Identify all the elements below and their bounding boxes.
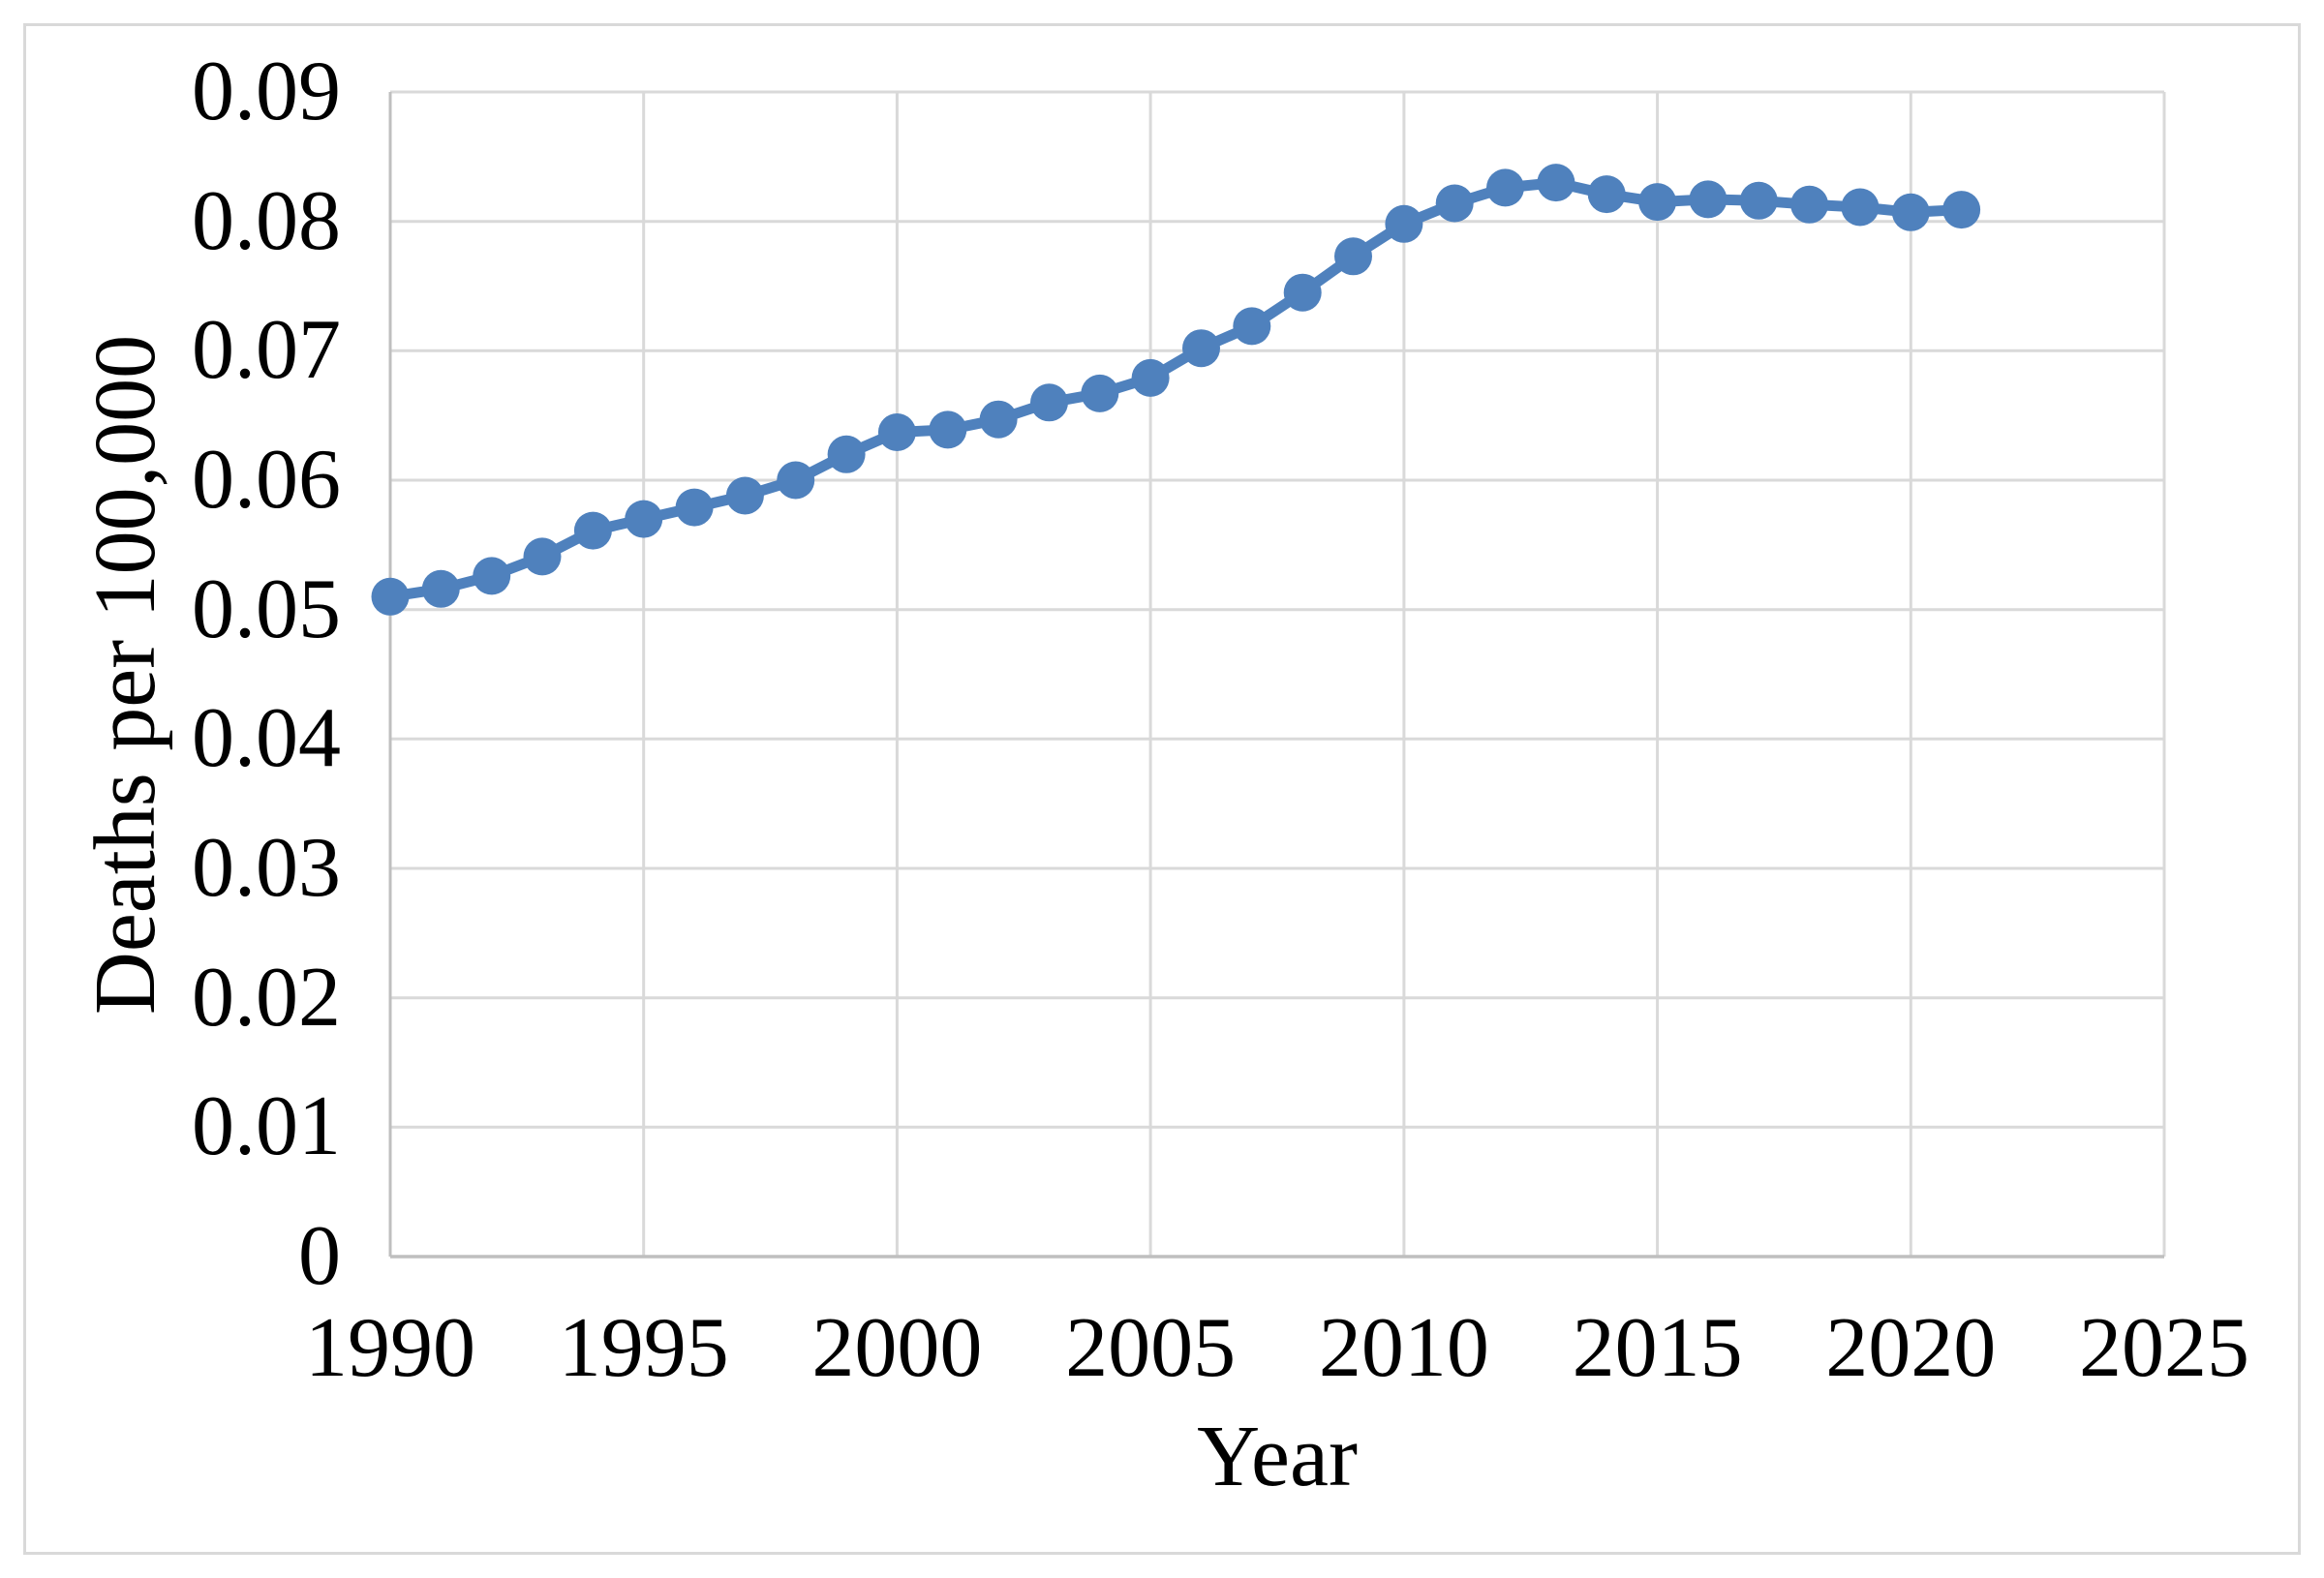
y-tick-label-0.08: 0.08 (192, 173, 341, 268)
data-point-2011 (1435, 184, 1474, 223)
data-point-2005 (1131, 358, 1170, 397)
x-tick-label-2005: 2005 (1065, 1301, 1237, 1395)
data-point-2004 (1081, 374, 1119, 412)
data-point-2018 (1790, 185, 1829, 224)
data-point-2006 (1182, 329, 1220, 368)
data-point-2010 (1385, 204, 1423, 243)
x-axis-title: Year (1197, 1409, 1358, 1504)
data-point-2021 (1942, 191, 1981, 229)
x-tick-label-2020: 2020 (1825, 1301, 1997, 1395)
y-axis-title: Deaths per 100,000 (77, 334, 173, 1016)
data-point-1997 (725, 476, 764, 515)
data-point-2009 (1334, 237, 1372, 276)
y-tick-label-0: 0 (298, 1209, 341, 1303)
data-point-1999 (827, 435, 866, 473)
data-point-1994 (573, 511, 612, 550)
data-point-2015 (1638, 183, 1677, 222)
y-tick-label-0.02: 0.02 (192, 950, 341, 1045)
data-point-2016 (1689, 180, 1728, 219)
x-tick-label-2000: 2000 (811, 1301, 983, 1395)
data-point-1996 (675, 488, 714, 527)
data-point-1993 (523, 537, 562, 576)
data-point-1995 (625, 500, 663, 538)
data-point-1992 (473, 557, 511, 595)
data-point-2000 (877, 413, 916, 451)
data-point-2002 (979, 400, 1018, 439)
y-tick-label-0.05: 0.05 (192, 561, 341, 656)
data-point-1990 (371, 577, 410, 616)
data-point-1991 (421, 569, 460, 608)
data-series-line (384, 177, 1968, 602)
data-point-1998 (777, 461, 815, 500)
x-tick-label-2010: 2010 (1318, 1301, 1489, 1395)
data-point-2020 (1891, 193, 1930, 231)
y-tick-label-0.07: 0.07 (192, 303, 341, 398)
chart-frame-border (23, 23, 2301, 1555)
data-point-2003 (1030, 383, 1068, 422)
data-point-2012 (1486, 168, 1524, 207)
data-point-2007 (1233, 307, 1271, 346)
data-point-2014 (1587, 175, 1626, 214)
y-tick-label-0.09: 0.09 (192, 45, 341, 138)
y-tick-label-0.01: 0.01 (192, 1079, 341, 1174)
data-point-2001 (929, 410, 967, 449)
x-tick-label-2025: 2025 (2079, 1301, 2249, 1395)
data-point-2019 (1841, 188, 1880, 227)
data-point-2008 (1283, 273, 1322, 312)
y-tick-label-0.04: 0.04 (192, 691, 341, 786)
x-tick-label-1995: 1995 (558, 1301, 729, 1395)
y-tick-label-0.06: 0.06 (192, 433, 341, 527)
x-tick-label-2015: 2015 (1572, 1301, 1743, 1395)
data-point-2013 (1537, 164, 1575, 202)
y-tick-label-0.03: 0.03 (192, 821, 341, 915)
x-tick-label-1990: 1990 (305, 1301, 475, 1395)
data-point-2017 (1739, 181, 1778, 220)
